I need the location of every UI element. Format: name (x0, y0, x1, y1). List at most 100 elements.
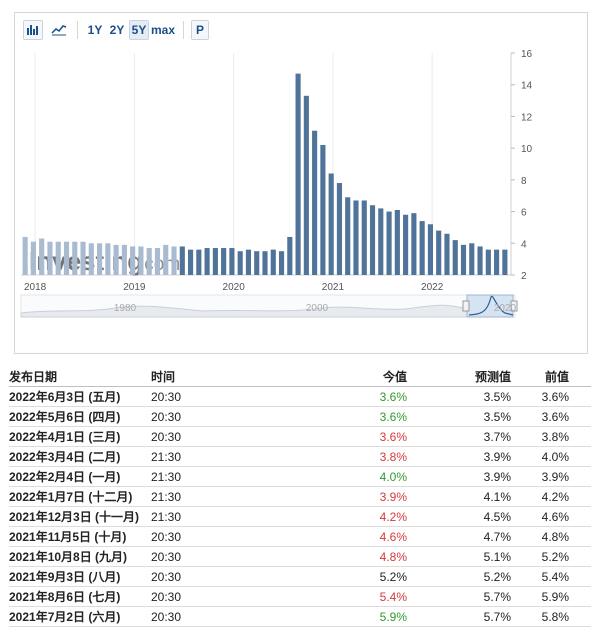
range-1y-button[interactable]: 1Y (87, 23, 103, 37)
table-row: 2022年1月7日 (十二月) 21:30 3.9% 4.1% 4.2% (9, 486, 591, 507)
previous-cell: 5.4% (515, 566, 591, 587)
chart-bar[interactable] (378, 208, 384, 275)
chart-bar[interactable] (477, 246, 483, 275)
chart-bar[interactable] (312, 130, 318, 275)
chart-bar[interactable] (121, 244, 127, 275)
chart-panel: 1Y 2Y 5Y max P Investing .com 2018201920… (14, 12, 588, 354)
chart-bar[interactable] (502, 249, 508, 275)
actual-cell: 4.2% (301, 506, 411, 527)
chart-bar[interactable] (460, 244, 467, 275)
chart-bar[interactable] (469, 243, 475, 275)
chart-bar[interactable] (88, 243, 94, 275)
chart-bar[interactable] (30, 241, 36, 275)
previous-cell: 4.0% (515, 446, 591, 467)
time-cell: 21:30 (151, 446, 301, 467)
bar-chart-icon[interactable] (23, 20, 43, 40)
x-tick-label: 2022 (421, 282, 444, 293)
chart-bar[interactable] (287, 236, 293, 275)
chart-bar[interactable] (328, 173, 334, 275)
chart-bar[interactable] (254, 251, 260, 275)
chart-bar[interactable] (452, 240, 458, 275)
chart-bar[interactable] (105, 243, 111, 275)
chart-bar[interactable] (188, 249, 194, 275)
header-actual[interactable]: 今值 (301, 366, 411, 387)
chart-bar[interactable] (80, 241, 86, 275)
chart-bar[interactable] (419, 221, 425, 275)
previous-cell: 5.2% (515, 546, 591, 567)
chart-bar[interactable] (444, 233, 450, 275)
date-cell: 2021年9月3日 (八月) (9, 566, 151, 587)
chart-bar[interactable] (47, 241, 53, 275)
header-date[interactable]: 发布日期 (9, 366, 151, 387)
chart-bar[interactable] (179, 246, 185, 275)
chart-bar[interactable] (22, 236, 28, 275)
chart-bar[interactable] (229, 248, 235, 275)
date-cell: 2022年5月6日 (四月) (9, 406, 151, 427)
chart-bar[interactable] (146, 248, 152, 275)
chart-bar[interactable] (369, 205, 376, 275)
chart-bar[interactable] (262, 251, 268, 275)
print-button[interactable]: P (191, 20, 209, 40)
date-cell: 2022年2月4日 (一月) (9, 466, 151, 487)
line-chart-icon[interactable] (49, 20, 69, 40)
chart-bar[interactable] (303, 95, 309, 275)
chart-bar[interactable] (353, 200, 359, 275)
chart-bar[interactable] (345, 197, 351, 275)
chart-bar[interactable] (427, 224, 433, 275)
chart-bar[interactable] (171, 246, 177, 275)
chart-bar[interactable] (494, 249, 500, 275)
chart-bar[interactable] (113, 244, 119, 275)
range-2y-button[interactable]: 2Y (109, 23, 125, 37)
actual-cell: 4.6% (301, 526, 411, 547)
chart-bar[interactable] (436, 230, 442, 275)
chart-bar[interactable] (386, 211, 392, 275)
bar-chart: Investing .com 2018201920202021202224681… (20, 49, 533, 318)
chart-bar[interactable] (278, 251, 285, 275)
chart-bar[interactable] (196, 249, 202, 275)
navigator-handle-right[interactable] (510, 300, 518, 312)
time-cell: 20:30 (151, 606, 301, 627)
range-5y-button[interactable]: 5Y (129, 20, 149, 40)
chart-bar[interactable] (394, 209, 400, 275)
chart-bar[interactable] (245, 249, 252, 275)
chart-bar[interactable] (163, 244, 169, 275)
chart-bar[interactable] (336, 183, 343, 275)
table-row: 2021年12月3日 (十一月) 21:30 4.2% 4.5% 4.6% (9, 506, 591, 527)
date-cell: 2022年1月7日 (十二月) (9, 486, 151, 507)
range-max-button[interactable]: max (151, 23, 176, 37)
chart-bar[interactable] (403, 214, 409, 275)
chart-bar[interactable] (485, 249, 491, 275)
table-row: 2022年6月3日 (五月) 20:30 3.6% 3.5% 3.6% (9, 386, 591, 407)
header-previous[interactable]: 前值 (515, 366, 591, 387)
previous-cell: 3.6% (515, 386, 591, 407)
navigator-handle-left[interactable] (462, 300, 470, 312)
chart-bar[interactable] (212, 248, 218, 275)
chart-bar[interactable] (320, 144, 326, 275)
chart-bar[interactable] (154, 248, 161, 275)
chart-bar[interactable] (130, 246, 136, 275)
chart-bar[interactable] (361, 200, 367, 275)
chart-bar[interactable] (221, 248, 227, 275)
table-row: 2022年5月6日 (四月) 20:30 3.6% 3.5% 3.6% (9, 406, 591, 427)
header-time[interactable]: 时间 (151, 366, 301, 387)
date-cell: 2022年6月3日 (五月) (9, 386, 151, 407)
chart-bar[interactable] (63, 241, 70, 275)
chart-bar[interactable] (97, 243, 103, 275)
previous-cell: 4.2% (515, 486, 591, 507)
time-cell: 20:30 (151, 526, 301, 547)
chart-bar[interactable] (72, 241, 78, 275)
chart-bar[interactable] (39, 238, 45, 275)
date-cell: 2021年7月2日 (六月) (9, 606, 151, 627)
chart-bar[interactable] (237, 251, 243, 275)
chart-bar[interactable] (204, 248, 210, 275)
header-forecast[interactable]: 预测值 (411, 366, 515, 387)
chart-bar[interactable] (55, 241, 61, 275)
forecast-cell: 5.2% (411, 566, 515, 587)
forecast-cell: 3.5% (411, 386, 515, 407)
y-tick-label: 8 (521, 176, 527, 187)
chart-bar[interactable] (295, 73, 301, 275)
chart-bar[interactable] (138, 246, 144, 275)
time-cell: 21:30 (151, 486, 301, 507)
chart-bar[interactable] (270, 249, 276, 275)
chart-bar[interactable] (411, 213, 417, 275)
